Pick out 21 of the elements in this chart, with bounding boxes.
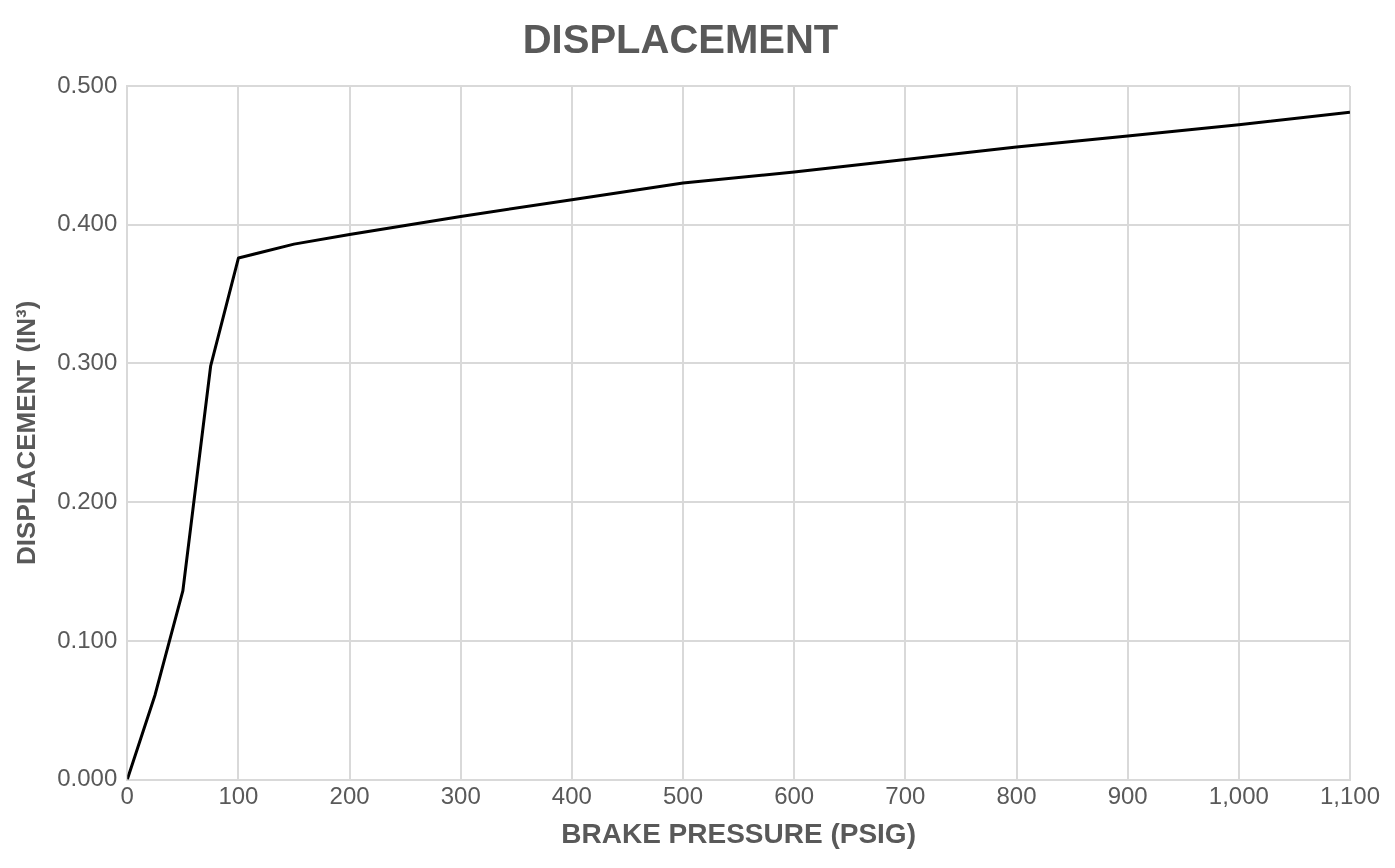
y-tick-label: 0.500 <box>57 70 118 98</box>
y-tick-label: 0.300 <box>57 348 118 376</box>
chart-title: DISPLACEMENT <box>522 17 839 62</box>
x-tick-label: 0 <box>120 781 134 809</box>
y-tick-label: 0.400 <box>57 209 118 237</box>
x-tick-label: 300 <box>440 781 481 809</box>
y-axis-title: DISPLACEMENT (IN³) <box>10 300 41 565</box>
x-tick-label: 100 <box>218 781 259 809</box>
x-tick-label: 900 <box>1107 781 1148 809</box>
y-tick-label: 0.200 <box>57 486 118 514</box>
x-tick-label: 700 <box>885 781 926 809</box>
x-tick-label: 400 <box>551 781 592 809</box>
y-tick-label: 0.100 <box>57 625 118 653</box>
x-tick-label: 200 <box>329 781 370 809</box>
x-tick-label: 1,100 <box>1319 781 1380 809</box>
x-tick-label: 800 <box>996 781 1037 809</box>
x-tick-label: 500 <box>663 781 704 809</box>
x-tick-label: 600 <box>774 781 815 809</box>
x-tick-label: 1,000 <box>1208 781 1269 809</box>
x-axis-title: BRAKE PRESSURE (PSIG) <box>561 817 916 849</box>
y-tick-label: 0.000 <box>57 764 118 792</box>
